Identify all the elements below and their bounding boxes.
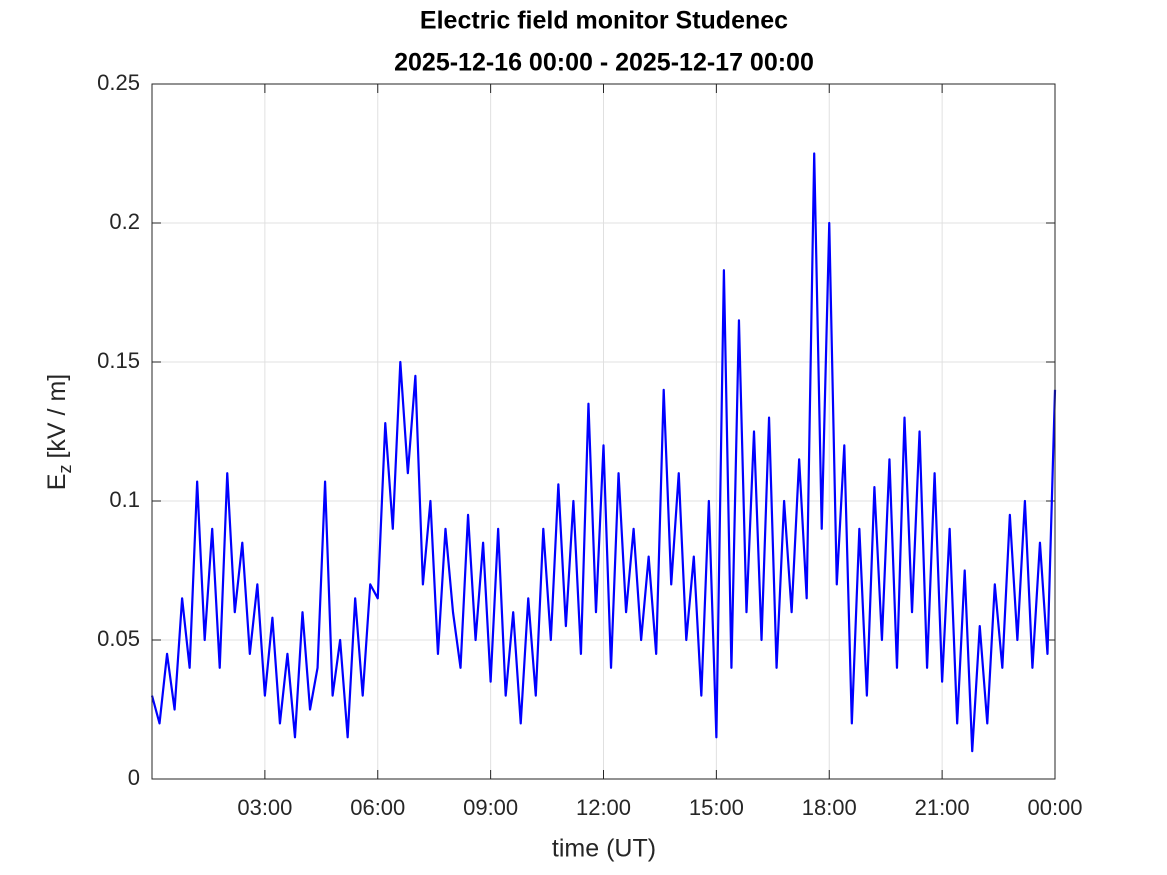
x-axis-label: time (UT) — [552, 835, 656, 863]
axes-box — [151, 83, 1056, 780]
y-label-unit: [kV / m] — [43, 374, 71, 459]
y-label-main: E — [43, 474, 71, 491]
y-axis-label: Ez [kV / m] — [43, 374, 75, 490]
y-tick-label: 0.25 — [97, 70, 140, 95]
x-tick-label: 06:00 — [350, 795, 405, 820]
y-tick-label: 0.2 — [109, 209, 140, 234]
y-tick-label: 0 — [128, 765, 140, 790]
x-tick-label: 03:00 — [237, 795, 292, 820]
x-tick-label: 00:00 — [1027, 795, 1082, 820]
y-label-sub: z — [55, 465, 75, 474]
chart-subtitle: 2025-12-16 00:00 - 2025-12-17 00:00 — [394, 49, 814, 77]
y-tick-label: 0.1 — [109, 487, 140, 512]
data-line — [150, 152, 1057, 753]
y-tick-label: 0.15 — [97, 348, 140, 373]
x-tick-label: 21:00 — [915, 795, 970, 820]
chart-title: Electric field monitor Studenec — [420, 7, 788, 35]
x-tick-label: 18:00 — [802, 795, 857, 820]
y-tick-label: 0.05 — [97, 626, 140, 651]
x-tick-label: 12:00 — [576, 795, 631, 820]
x-tick-label: 15:00 — [689, 795, 744, 820]
x-tick-label: 09:00 — [463, 795, 518, 820]
plot-area — [150, 152, 1057, 753]
